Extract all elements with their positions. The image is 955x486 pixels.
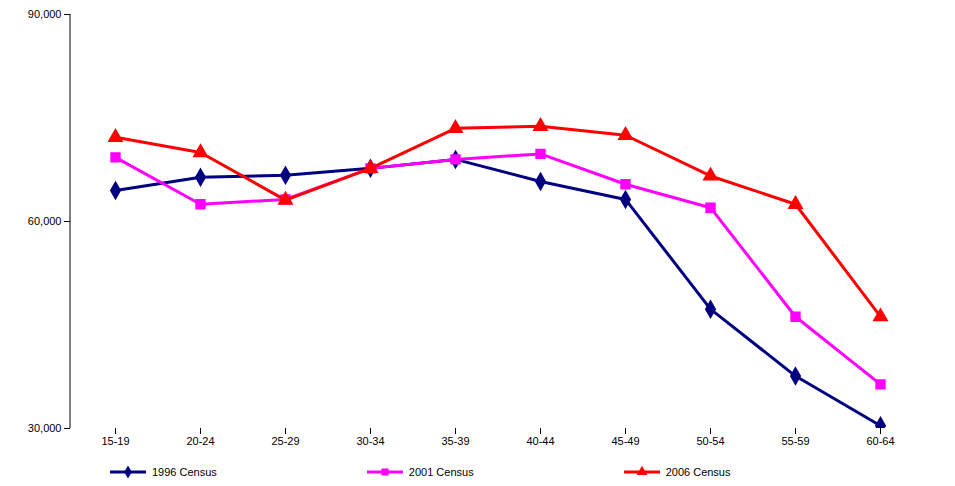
svg-text:60,000: 60,000	[28, 215, 62, 227]
svg-text:60-64: 60-64	[866, 435, 894, 447]
svg-text:35-39: 35-39	[441, 435, 469, 447]
svg-text:30-34: 30-34	[356, 435, 384, 447]
svg-text:15-19: 15-19	[101, 435, 129, 447]
svg-text:20-24: 20-24	[186, 435, 214, 447]
svg-text:90,000: 90,000	[28, 8, 62, 20]
html-text:2006 Census: 2006 Census	[665, 466, 731, 478]
svg-text:40-44: 40-44	[526, 435, 554, 447]
svg-text:45-49: 45-49	[611, 435, 639, 447]
svg-text:25-29: 25-29	[271, 435, 299, 447]
svg-text:50-54: 50-54	[696, 435, 724, 447]
html-text:1996 Census: 1996 Census	[152, 466, 217, 478]
html-text:2001 Census: 2001 Census	[408, 466, 474, 478]
svg-text:30,000: 30,000	[28, 422, 62, 434]
svg-text:55-59: 55-59	[781, 435, 809, 447]
